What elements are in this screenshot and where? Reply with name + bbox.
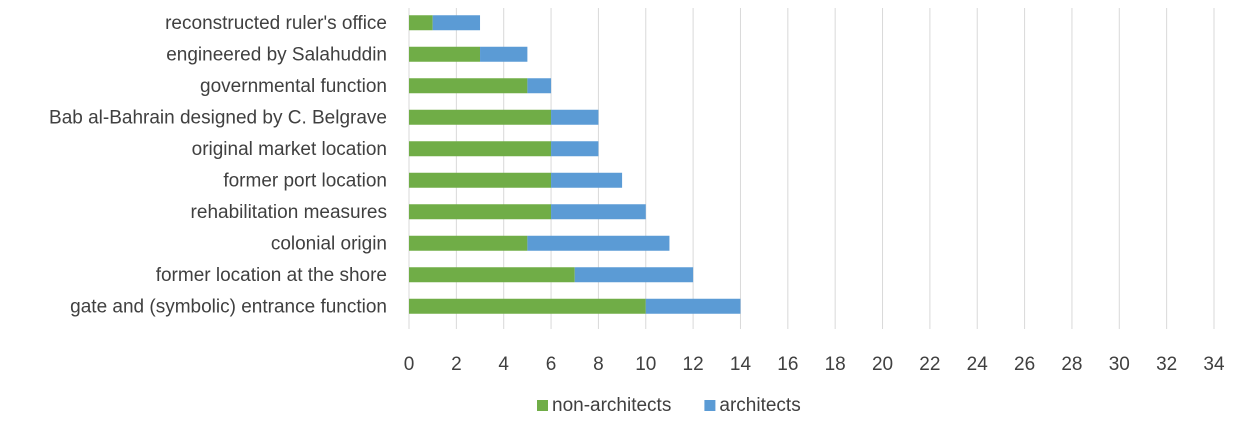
x-tick-label: 30	[1109, 354, 1130, 375]
gridlines	[408, 8, 1215, 329]
x-tick-label: 20	[872, 354, 893, 375]
legend-label: non-architects	[552, 395, 671, 416]
x-tick-label: 16	[777, 354, 798, 375]
bar-segment-architects	[574, 267, 694, 283]
bar-segment-non-architects	[409, 267, 575, 283]
bar-segment-non-architects	[409, 15, 433, 31]
bar-segment-non-architects	[409, 46, 481, 62]
x-tick-label: 0	[404, 354, 415, 375]
bar-segment-architects	[551, 109, 599, 125]
bar-segment-architects	[527, 78, 552, 94]
bar-segment-non-architects	[409, 172, 552, 188]
category-label: colonial origin	[271, 233, 387, 254]
bar-segment-architects	[551, 204, 646, 220]
bar-segment-architects	[551, 172, 623, 188]
x-tick-label: 6	[546, 354, 557, 375]
x-axis-ticks: 0 2 4 6 8 10 12 14 16 18 20 22 24 26 28 30 32 34	[404, 354, 1225, 375]
category-labels: gate and (symbolic) entrance function for…	[49, 13, 387, 318]
x-tick-label: 26	[1014, 354, 1035, 375]
bar-segment-architects	[480, 46, 528, 62]
category-label: governmental function	[200, 76, 387, 97]
legend-swatch	[704, 400, 716, 411]
bar-segment-architects	[645, 298, 741, 314]
category-label: reconstructed ruler's office	[165, 13, 387, 34]
x-tick-label: 12	[683, 354, 704, 375]
bar-segment-architects	[432, 15, 481, 31]
category-label: original market location	[192, 139, 387, 160]
x-tick-label: 34	[1203, 354, 1225, 375]
legend-swatch	[537, 400, 548, 411]
bar-segment-architects	[551, 141, 599, 157]
category-label: former location at the shore	[156, 265, 387, 286]
bars	[409, 15, 741, 314]
x-tick-label: 32	[1156, 354, 1177, 375]
x-tick-label: 4	[498, 354, 509, 375]
category-label: rehabilitation measures	[191, 202, 387, 223]
bar-segment-non-architects	[409, 141, 552, 157]
x-tick-label: 18	[825, 354, 846, 375]
x-tick-label: 28	[1061, 354, 1082, 375]
bar-segment-non-architects	[409, 78, 528, 94]
bar-segment-non-architects	[409, 298, 646, 314]
x-tick-label: 24	[967, 354, 989, 375]
legend: non-architects architects	[537, 395, 801, 416]
x-tick-label: 22	[919, 354, 940, 375]
x-tick-label: 2	[451, 354, 462, 375]
category-label: gate and (symbolic) entrance function	[70, 296, 387, 317]
category-label: engineered by Salahuddin	[166, 44, 387, 65]
bar-segment-non-architects	[409, 235, 528, 251]
bar-segment-non-architects	[409, 204, 552, 220]
x-tick-label: 10	[635, 354, 656, 375]
category-label: Bab al-Bahrain designed by C. Belgrave	[49, 107, 387, 128]
x-tick-label: 8	[593, 354, 604, 375]
category-label: former port location	[223, 170, 387, 191]
bar-segment-architects	[527, 235, 670, 251]
bar-segment-non-architects	[409, 109, 552, 125]
x-tick-label: 14	[730, 354, 752, 375]
legend-label: architects	[719, 395, 800, 416]
